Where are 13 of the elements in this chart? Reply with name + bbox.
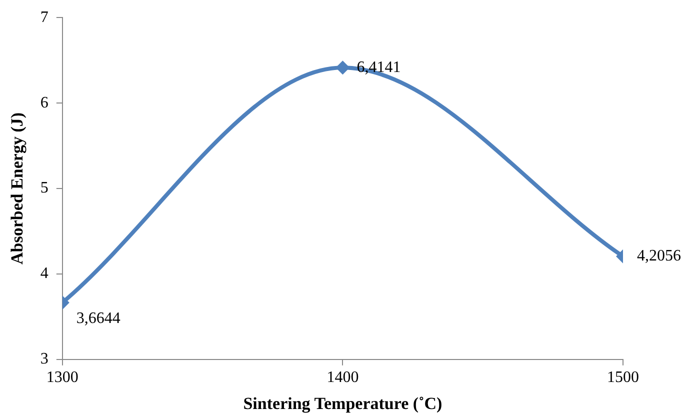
y-tick-label: 7 <box>40 8 48 26</box>
y-tick-label: 3 <box>40 350 48 368</box>
x-axis-title: Sintering Temperature (˚C) <box>243 394 442 414</box>
x-tick-label: 1400 <box>326 369 359 386</box>
y-tick-label: 5 <box>40 180 48 197</box>
y-tick-label: 6 <box>40 94 48 112</box>
x-tick-label: 1500 <box>607 369 639 386</box>
y-tick-label: 4 <box>40 265 48 282</box>
data-label: 3,6644 <box>76 310 120 327</box>
data-label: 6,4141 <box>356 58 401 76</box>
data-label: 4,2056 <box>637 248 681 265</box>
x-tick-label: 1300 <box>46 369 78 386</box>
y-axis-title: Absorbed Energy (J) <box>8 112 27 265</box>
